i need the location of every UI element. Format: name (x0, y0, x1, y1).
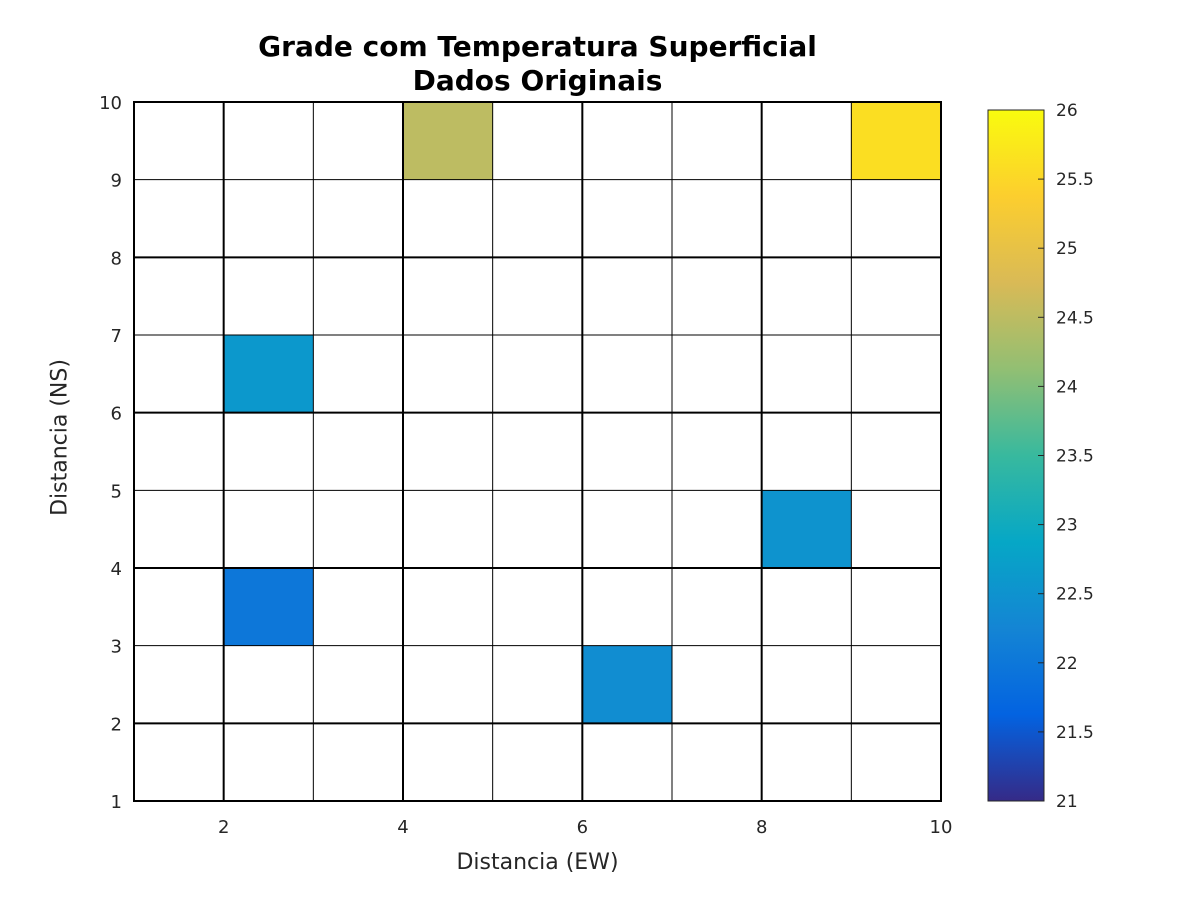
heatmap-cell (582, 645, 672, 724)
x-axis: 2 4 6 8 10 (218, 817, 953, 838)
colorbar-gradient (987, 109, 1045, 802)
x-tick-label: 6 (577, 817, 588, 838)
y-tick-label: 10 (99, 93, 122, 114)
colorbar-tick-label: 25 (1056, 239, 1078, 259)
heatmap-cell (223, 568, 314, 646)
colorbar-tick-label: 25.5 (1056, 170, 1094, 190)
y-tick-label: 4 (111, 559, 122, 580)
y-tick-label: 5 (111, 481, 122, 502)
colorbar-tick-label: 21.5 (1056, 723, 1094, 743)
axes-box (133, 101, 942, 802)
grid-layer (133, 101, 942, 802)
heatmap-cell (403, 102, 493, 180)
x-tick-label: 8 (756, 817, 767, 838)
y-tick-label: 9 (111, 171, 122, 192)
heatmap-cell (223, 335, 314, 413)
cells-layer (223, 102, 941, 724)
chart-title: Grade com Temperatura Superficial (258, 30, 817, 63)
x-tick-label: 2 (218, 817, 229, 838)
colorbar-tick-label: 21 (1056, 792, 1078, 812)
y-tick-label: 3 (111, 637, 122, 658)
y-tick-label: 6 (111, 404, 122, 425)
colorbar-tick-label: 24 (1056, 377, 1078, 397)
y-axis-label: Distancia (NS) (47, 359, 73, 516)
y-tick-label: 2 (111, 714, 122, 735)
colorbar: 21 21.5 22 22.5 23 23.5 24 24.5 25 25.5 26 (987, 101, 1094, 812)
x-axis-label: Distancia (EW) (456, 850, 619, 875)
colorbar-tick-label: 24.5 (1056, 308, 1094, 328)
colorbar-tick-label: 23 (1056, 516, 1078, 536)
chart-subtitle: Dados Originais (412, 64, 663, 97)
colorbar-tick-label: 26 (1056, 101, 1078, 121)
x-tick-label: 4 (397, 817, 408, 838)
colorbar-tick-label: 22 (1056, 654, 1078, 674)
y-tick-label: 8 (111, 248, 122, 269)
colorbar-tick-label: 22.5 (1056, 585, 1094, 605)
y-tick-label: 7 (111, 326, 122, 347)
x-tick-label: 10 (930, 817, 953, 838)
heatmap-cell (761, 490, 852, 568)
y-axis: 1 2 3 4 5 6 7 8 9 10 (99, 93, 122, 813)
y-tick-label: 1 (111, 792, 122, 813)
colorbar-tick-label: 23.5 (1056, 447, 1094, 467)
heatmap-cell (851, 102, 941, 180)
